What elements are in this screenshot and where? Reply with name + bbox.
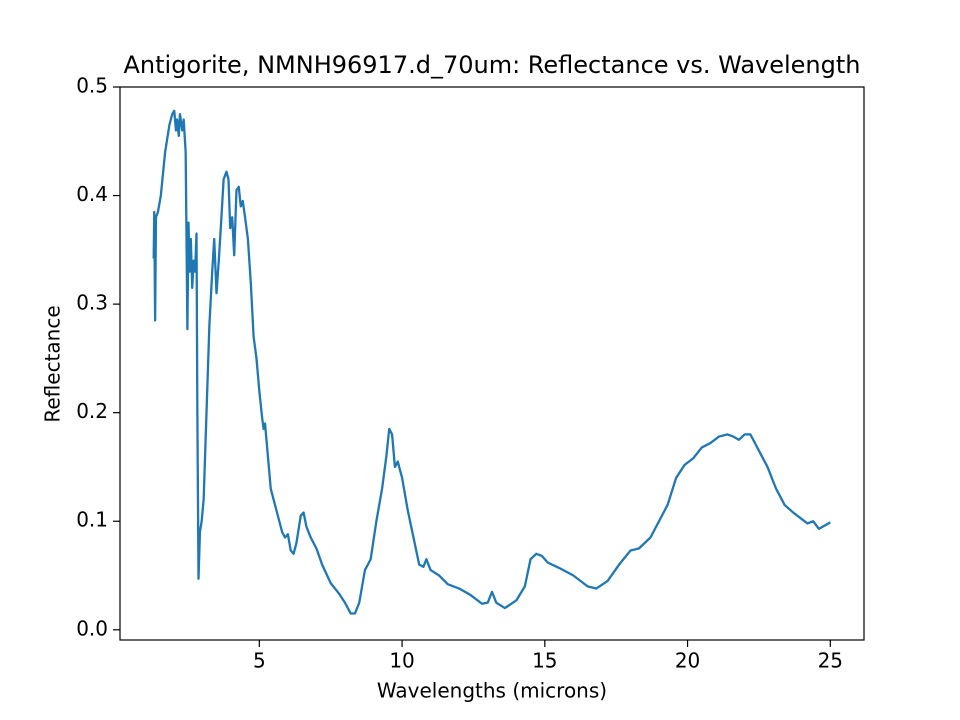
y-tick-label: 0.0: [76, 616, 108, 640]
x-axis-label: Wavelengths (microns): [377, 679, 607, 703]
y-tick-label: 0.4: [76, 182, 108, 206]
x-tick-label: 5: [253, 649, 266, 673]
x-tick-label: 20: [675, 649, 700, 673]
data-line: [152, 109, 831, 615]
chart-title: Antigorite, NMNH96917.d_70um: Reflectanc…: [123, 51, 860, 79]
y-tick-label: 0.1: [76, 508, 108, 532]
x-tick-label: 15: [532, 649, 557, 673]
x-tick-label: 10: [389, 649, 414, 673]
y-tick-label: 0.5: [76, 74, 108, 98]
plot-frame: [119, 86, 865, 641]
y-tick-label: 0.3: [76, 291, 108, 315]
y-tick-label: 0.2: [76, 399, 108, 423]
y-axis-label: Reflectance: [41, 305, 65, 422]
x-tick-label: 25: [818, 649, 843, 673]
